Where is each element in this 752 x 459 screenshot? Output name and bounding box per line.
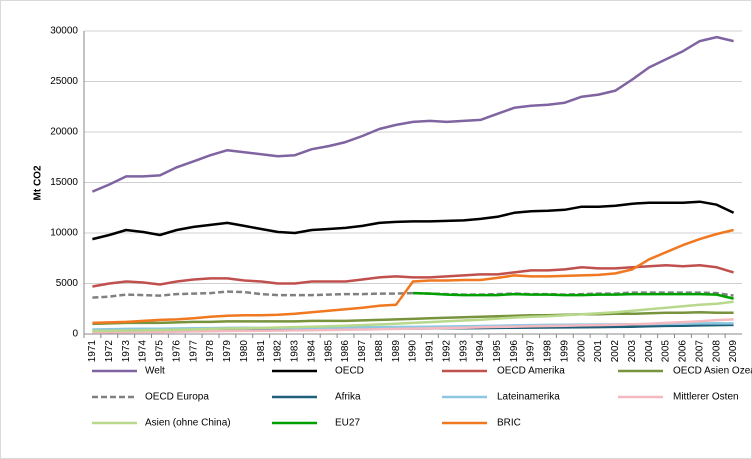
x-tick-label: 2006 bbox=[678, 340, 689, 363]
x-tick-label: 1983 bbox=[290, 340, 301, 363]
legend-label: Afrika bbox=[335, 392, 361, 403]
x-tick-label: 1980 bbox=[239, 340, 250, 363]
x-tick-label: 1986 bbox=[340, 340, 351, 363]
legend-label: OECD Asien Ozeanien bbox=[673, 366, 752, 377]
x-tick-label: 1977 bbox=[188, 340, 199, 363]
x-tick-label: 1982 bbox=[273, 340, 284, 363]
x-tick-label: 2009 bbox=[728, 340, 739, 363]
series-line bbox=[92, 318, 734, 334]
x-tick-label: 1998 bbox=[543, 340, 554, 363]
legend-label: Welt bbox=[145, 366, 165, 377]
x-tick-label: 1999 bbox=[559, 340, 570, 363]
x-tick-label: 1991 bbox=[425, 340, 436, 363]
series-line bbox=[92, 200, 735, 241]
x-tick-label: 2004 bbox=[644, 340, 655, 363]
x-tick-label: 1989 bbox=[391, 340, 402, 363]
x-tick-label: 1987 bbox=[357, 340, 368, 363]
x-tick-label: 1972 bbox=[104, 340, 115, 363]
x-tick-label: 1988 bbox=[374, 340, 385, 363]
y-tick-label: 0 bbox=[72, 329, 78, 340]
x-tick-label: 1990 bbox=[408, 340, 419, 363]
series-line bbox=[92, 300, 734, 333]
x-tick-label: 1976 bbox=[171, 340, 182, 363]
x-tick-label: 2008 bbox=[711, 340, 722, 363]
series-line bbox=[92, 264, 734, 288]
y-tick-label: 10000 bbox=[50, 228, 78, 239]
x-tick-label: 1981 bbox=[256, 340, 267, 363]
x-tick-label: 1996 bbox=[509, 340, 520, 363]
x-tick-label: 1992 bbox=[441, 340, 452, 363]
x-tick-label: 1973 bbox=[121, 340, 132, 363]
series-line bbox=[92, 290, 734, 299]
x-tick-label: 1985 bbox=[323, 340, 334, 363]
x-tick-label: 1979 bbox=[222, 340, 233, 363]
y-tick-label: 25000 bbox=[50, 76, 78, 87]
legend-label: EU27 bbox=[335, 418, 360, 429]
x-tick-label: 1978 bbox=[205, 340, 216, 363]
x-tick-label: 1971 bbox=[87, 340, 98, 363]
x-tick-label: 1984 bbox=[306, 340, 317, 363]
series-line bbox=[92, 228, 734, 325]
y-tick-label: 5000 bbox=[56, 278, 79, 289]
x-tick-label: 2002 bbox=[610, 340, 621, 363]
series-line bbox=[92, 311, 734, 326]
x-tick-label: 2005 bbox=[661, 340, 672, 363]
legend-label: OECD Europa bbox=[145, 392, 209, 403]
x-tick-label: 1974 bbox=[138, 340, 149, 363]
legend-label: Lateinamerika bbox=[497, 392, 560, 403]
legend-label: Mittlerer Osten bbox=[673, 392, 739, 403]
x-tick-label: 2007 bbox=[694, 340, 705, 363]
x-tick-label: 1997 bbox=[526, 340, 537, 363]
x-tick-label: 1994 bbox=[475, 340, 486, 363]
x-tick-label: 1975 bbox=[155, 340, 166, 363]
x-tick-label: 2000 bbox=[576, 340, 587, 363]
series-line bbox=[412, 291, 734, 300]
x-tick-label: 1993 bbox=[458, 340, 469, 363]
x-tick-label: 2001 bbox=[593, 340, 604, 363]
x-tick-label: 1995 bbox=[492, 340, 503, 363]
legend-label: Asien (ohne China) bbox=[145, 418, 231, 429]
y-tick-label: 30000 bbox=[50, 26, 78, 37]
legend-label: OECD Amerika bbox=[497, 366, 565, 377]
y-axis-label: Mt CO2 bbox=[33, 165, 44, 200]
series-line bbox=[91, 35, 734, 193]
legend-label: BRIC bbox=[497, 418, 521, 429]
y-tick-label: 15000 bbox=[50, 177, 78, 188]
x-tick-label: 2003 bbox=[627, 340, 638, 363]
legend-label: OECD bbox=[335, 366, 364, 377]
y-tick-label: 20000 bbox=[50, 127, 78, 138]
